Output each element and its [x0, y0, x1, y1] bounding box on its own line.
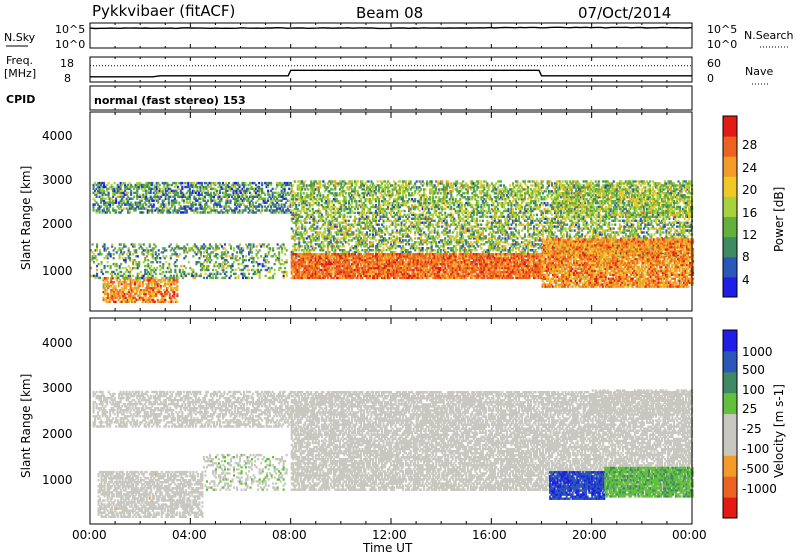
beam-title: Beam 08 [356, 4, 423, 22]
power-cell [270, 182, 272, 184]
power-cell [175, 182, 177, 184]
power-cell [207, 190, 209, 192]
nave-tick-top: 60 [707, 57, 721, 70]
noise-panel: N.Sky 10^5 10^0 10^5 10^0 N.Search [4, 23, 794, 51]
power-cell [139, 194, 141, 196]
power-cell [133, 196, 135, 198]
nsky-series [90, 27, 692, 28]
power-cell [239, 184, 241, 186]
figure: Pykkvibaer (fitACF) Beam 08 07/Oct/2014 … [0, 0, 800, 554]
power-cell [169, 211, 171, 213]
nave-tick-bottom: 0 [707, 72, 714, 85]
power-cell [261, 188, 263, 190]
power-cell [278, 203, 280, 205]
power-cell [261, 182, 263, 184]
freq-series [90, 70, 692, 77]
freq-tick-bottom: 8 [64, 72, 71, 85]
power-cell [267, 190, 269, 192]
power-cell [115, 209, 117, 211]
power-cell [290, 209, 292, 211]
power-cell [165, 203, 167, 205]
power-cell [220, 205, 222, 207]
power-cell [175, 200, 177, 202]
power-cell [114, 182, 116, 184]
power-cell [178, 202, 180, 204]
nsky-tick-bottom: 10^0 [55, 38, 85, 51]
power-cell [258, 182, 260, 184]
power-cell [103, 190, 105, 192]
cpid-label: CPID [6, 93, 35, 106]
power-cells [90, 180, 694, 303]
nsearch-tick-bottom: 10^0 [707, 38, 737, 51]
date-title: 07/Oct/2014 [578, 4, 671, 22]
power-cell [127, 192, 129, 194]
power-cell [130, 190, 132, 192]
power-cell [123, 207, 125, 209]
nsky-label: N.Sky [4, 31, 36, 44]
power-cell [288, 188, 290, 190]
power-cell [245, 182, 247, 184]
power-cell [207, 200, 209, 202]
power-cell [264, 194, 266, 196]
power-cell [142, 211, 144, 213]
power-cell [105, 198, 107, 200]
cpid-value: normal (fast stereo) 153 [94, 94, 246, 107]
power-cell [261, 205, 263, 207]
power-cell [239, 209, 241, 211]
nave-label: Nave [745, 65, 773, 78]
freq-tick-top: 18 [60, 57, 74, 70]
power-cell [196, 207, 198, 209]
power-cell [230, 200, 232, 202]
power-cell [216, 190, 218, 192]
freq-label-1: Freq. [6, 54, 33, 67]
nsearch-tick-top: 10^5 [707, 23, 737, 36]
power-cell [269, 194, 271, 196]
power-cell [108, 182, 110, 184]
freq-label-2: [MHz] [4, 67, 36, 80]
power-cell [272, 188, 274, 190]
power-cell [103, 182, 105, 184]
power-cell [159, 184, 161, 186]
power-cell [177, 192, 179, 194]
station-title: Pykkvibaer (fitACF) [92, 2, 235, 20]
power-cell [183, 200, 185, 202]
power-cell [252, 202, 254, 204]
power-cell [199, 202, 201, 204]
power-cell [124, 182, 126, 184]
power-cell [210, 192, 212, 194]
power-cell [214, 182, 216, 184]
power-cell [108, 192, 110, 194]
power-cell [132, 203, 134, 205]
power-cell [228, 182, 230, 184]
power-cell [109, 211, 111, 213]
power-panel: 4000 3000 2000 1000 Slant Range [km] 28 … [19, 112, 786, 311]
freq-panel: Freq. [MHz] 18 8 60 0 Nave [4, 54, 773, 85]
nsearch-label: N.Search [744, 29, 794, 42]
power-cell [181, 186, 183, 188]
power-cell [169, 196, 171, 198]
power-cell [174, 205, 176, 207]
power-cell [123, 200, 125, 202]
power-cell [214, 200, 216, 202]
nsky-tick-top: 10^5 [55, 23, 85, 36]
power-cell [195, 203, 197, 205]
power-cell [153, 203, 155, 205]
power-cell [100, 205, 102, 207]
power-cell [201, 182, 203, 184]
power-cell [187, 182, 189, 184]
power-cell [264, 198, 266, 200]
power-cell [181, 182, 183, 184]
